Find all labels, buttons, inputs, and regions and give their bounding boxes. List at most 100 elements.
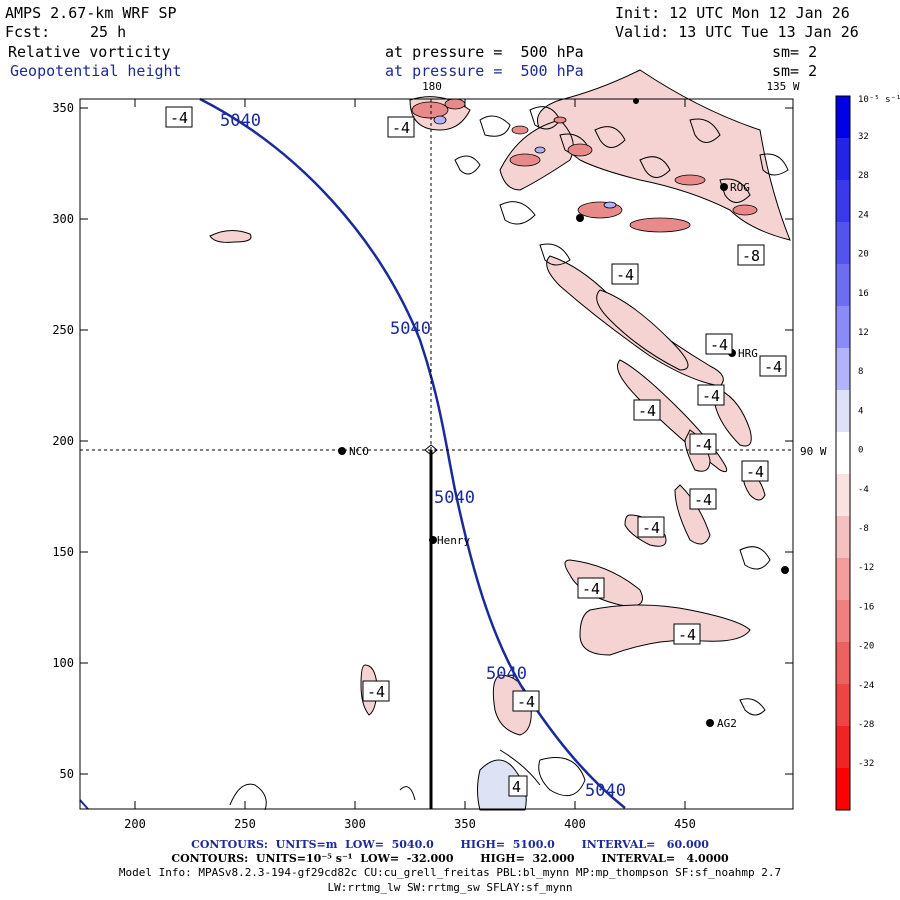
footer-model-info: Model Info: MPASv8.2.3-194-gf29cd82c CU:…	[118, 866, 782, 879]
model-title: AMPS 2.67-km WRF SP	[5, 4, 177, 22]
colorbar-swatch	[836, 222, 850, 265]
height-labels: 5040 5040 5040 5040 5040	[220, 111, 626, 801]
vort-blob	[209, 230, 252, 243]
colorbar-swatch	[836, 768, 850, 811]
station-label-henry: Henry	[437, 534, 470, 547]
station-label-ag2: AG2	[717, 717, 737, 730]
field1-smoothing: sm= 2	[772, 43, 818, 61]
colorbar-frame	[835, 95, 851, 811]
colorbar-label: 28	[858, 171, 869, 181]
y-tick-label: 350	[52, 101, 74, 115]
axis-x: 200 250 300 350 400 450	[124, 817, 696, 831]
colorbar-label: 4	[858, 406, 863, 416]
colorbar-swatch	[836, 516, 850, 559]
vort-label: 4	[512, 778, 521, 796]
vort-label: -4	[638, 402, 656, 420]
field2-name: Geopotential height	[10, 62, 182, 80]
colorbar-swatch	[836, 306, 850, 349]
y-tick-label: 150	[52, 545, 74, 559]
colorbar-label: -8	[858, 524, 869, 534]
x-tick-label: 200	[124, 817, 146, 831]
x-tick-label: 250	[234, 817, 256, 831]
y-tick-label: 50	[60, 767, 74, 781]
vort-label: -4	[517, 693, 535, 711]
axis-y-ticks	[80, 107, 793, 775]
height-label: 5040	[220, 111, 261, 131]
meridian-label-135w: 135 W	[766, 80, 799, 93]
field2-smoothing: sm= 2	[772, 62, 818, 80]
map-frame	[79, 98, 794, 810]
y-tick-label: 200	[52, 434, 74, 448]
colorbar-label: 20	[858, 250, 869, 260]
colorbar-swatch	[836, 684, 850, 727]
station-label-nco: NCO	[349, 445, 369, 458]
colorbar-swatch	[836, 474, 850, 517]
colorbar-labels: 32 28 24 20 16 12 8 4 0 -4 -8 -12 -16 -20 -24 -28 -32	[858, 132, 874, 769]
colorbar-label: 32	[858, 132, 869, 142]
valid-time: Valid: 13 UTC Tue 13 Jan 26	[615, 23, 859, 41]
colorbar-label: 12	[858, 328, 869, 338]
vort-label: -4	[710, 336, 728, 354]
vort-blob	[499, 119, 574, 191]
colorbar-label: -20	[858, 642, 874, 652]
y-tick-label: 250	[52, 323, 74, 337]
init-time: Init: 12 UTC Mon 12 Jan 26	[615, 4, 850, 22]
vorticity-labels: -4 -4 -4 -8 -4 -4 -4 -4 -4 -4 -4 -4 -4 -…	[165, 106, 787, 797]
y-tick-label: 300	[52, 212, 74, 226]
x-tick-label: 300	[344, 817, 366, 831]
station-markers: NCO Henry ROG HRG AG2	[338, 98, 789, 730]
vorticity-cluster-positive	[433, 115, 617, 209]
station-label-rog: ROG	[730, 181, 750, 194]
geopotential-height-5040-left	[79, 799, 89, 810]
colorbar-label: -16	[858, 602, 874, 612]
colorbar-label: 24	[858, 210, 869, 220]
colorbar-label: -4	[858, 485, 869, 495]
colorbar-label: -32	[858, 759, 874, 769]
vort-label: -4	[392, 119, 410, 137]
colorbar-label: 16	[858, 289, 869, 299]
field2-level: at pressure = 500 hPa	[385, 62, 584, 80]
vort-label: -8	[742, 247, 760, 265]
height-label: 5040	[486, 664, 527, 684]
section-marker	[424, 444, 438, 456]
height-label: 5040	[390, 319, 431, 339]
colorbar: 10⁻⁵ s⁻¹ 32 28 24 20 16 12 8 4 0 -4 -8 -12 -16 -20 -24…	[835, 95, 900, 811]
colorbar-swatch	[836, 642, 850, 685]
colorbar-swatch	[836, 558, 850, 601]
colorbar-swatch	[836, 600, 850, 643]
vort-label: -4	[764, 358, 782, 376]
y-tick-label: 100	[52, 656, 74, 670]
vort-label: -4	[582, 580, 600, 598]
colorbar-unit: 10⁻⁵ s⁻¹	[858, 95, 900, 105]
colorbar-swatch	[836, 726, 850, 769]
field1-level: at pressure = 500 hPa	[385, 43, 584, 61]
vort-label: -4	[170, 109, 188, 127]
colorbar-label: -24	[858, 681, 874, 691]
forecast-label: Fcst:	[5, 23, 51, 41]
colorbar-swatches	[836, 96, 850, 811]
colorbar-swatch	[836, 348, 850, 391]
axis-y: 350 300 250 200 150 100 50	[52, 101, 74, 781]
colorbar-swatch	[836, 180, 850, 223]
x-tick-label: 450	[674, 817, 696, 831]
height-label: 5040	[585, 781, 626, 801]
forecast-hour: 25 h	[90, 23, 127, 41]
colorbar-swatch	[836, 96, 850, 139]
colorbar-swatch	[836, 390, 850, 433]
vort-label: -4	[367, 683, 385, 701]
colorbar-swatch	[836, 264, 850, 307]
parallel-label-90w: 90 W	[800, 445, 827, 458]
footer-model-info-2: LW:rrtmg_lw SW:rrtmg_sw SFLAY:sf_mynn	[327, 881, 573, 894]
colorbar-swatch	[836, 432, 850, 475]
vort-blob	[579, 604, 751, 656]
geopotential-height-5040	[199, 97, 626, 809]
footer-height-contours: CONTOURS: UNITS=m LOW= 5040.0 HIGH= 5100…	[191, 838, 709, 851]
meridian-label-180: 180	[422, 80, 442, 93]
x-tick-label: 400	[564, 817, 586, 831]
vort-label: -4	[616, 266, 634, 284]
vort-blob	[596, 289, 689, 371]
colorbar-swatch	[836, 138, 850, 181]
vort-label: -4	[694, 436, 712, 454]
vort-label: -4	[746, 463, 764, 481]
